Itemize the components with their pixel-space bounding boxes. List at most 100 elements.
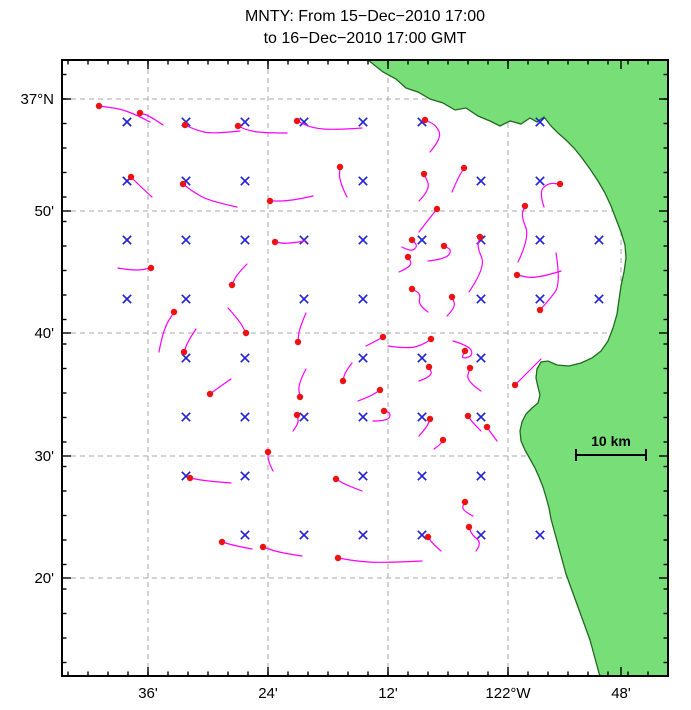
trajectory-end-dot bbox=[334, 554, 342, 562]
y-tick-label: 40' bbox=[34, 325, 54, 342]
trajectory-end-dot bbox=[336, 163, 344, 171]
grid-x-marker bbox=[535, 530, 545, 540]
trajectory-path bbox=[342, 362, 353, 382]
trajectory-path bbox=[372, 410, 391, 422]
trajectory-end-dot bbox=[426, 415, 434, 423]
trajectory-end-dot bbox=[380, 407, 388, 415]
grid-x-marker bbox=[240, 117, 250, 127]
trajectory-end-dot bbox=[234, 122, 242, 130]
trajectory-end-dot bbox=[136, 109, 144, 117]
grid-x-marker bbox=[417, 235, 427, 245]
grid-x-marker bbox=[358, 117, 368, 127]
grid-x-marker bbox=[181, 412, 191, 422]
trajectory-end-dot bbox=[296, 393, 304, 401]
trajectory-end-dot bbox=[461, 498, 469, 506]
trajectory-end-dot bbox=[461, 347, 469, 355]
y-tick-label: 20' bbox=[34, 570, 54, 587]
grid-x-marker bbox=[476, 412, 486, 422]
trajectory-path bbox=[184, 124, 241, 134]
grid-x-marker bbox=[240, 235, 250, 245]
trajectory-end-dot bbox=[179, 180, 187, 188]
y-tick-label: 37°N bbox=[20, 91, 54, 108]
x-tick-label: 24' bbox=[258, 685, 278, 702]
trajectory-path bbox=[418, 208, 438, 233]
x-tick-label: 122°W bbox=[485, 685, 531, 702]
trajectory-path bbox=[401, 239, 417, 251]
grid-x-marker bbox=[122, 294, 132, 304]
grid-x-marker bbox=[181, 235, 191, 245]
trajectory-end-dot bbox=[439, 436, 447, 444]
trajectory-path bbox=[297, 312, 307, 343]
trajectory-end-dot bbox=[483, 423, 491, 431]
trajectory-end-dot bbox=[420, 170, 428, 178]
grid-x-marker bbox=[299, 117, 309, 127]
trajectory-path bbox=[158, 311, 175, 353]
grid-x-marker bbox=[299, 294, 309, 304]
trajectory-path bbox=[298, 368, 307, 398]
trajectory-end-dot bbox=[147, 264, 155, 272]
trajectory-end-dot bbox=[427, 335, 435, 343]
trajectory-end-dot bbox=[293, 411, 301, 419]
grid-x-marker bbox=[358, 176, 368, 186]
trajectory-end-dot bbox=[332, 475, 340, 483]
grid-x-marker bbox=[358, 412, 368, 422]
trajectory-end-dot bbox=[180, 348, 188, 356]
trajectory-path bbox=[296, 120, 363, 130]
grid-x-marker bbox=[417, 412, 427, 422]
trajectory-path bbox=[468, 236, 484, 293]
trajectory-path bbox=[517, 205, 528, 263]
x-tick-label: 12' bbox=[378, 685, 398, 702]
trajectory-path bbox=[231, 263, 248, 286]
trajectory-path bbox=[337, 557, 423, 563]
trajectory-path bbox=[209, 378, 232, 395]
grid-x-marker bbox=[240, 412, 250, 422]
grid-x-marker bbox=[122, 117, 132, 127]
trajectory-end-dot bbox=[95, 102, 103, 110]
trajectory-end-dot bbox=[408, 285, 416, 293]
trajectory-path bbox=[418, 366, 432, 382]
trajectory-path bbox=[424, 119, 441, 153]
trajectory-end-dot bbox=[264, 448, 272, 456]
trajectory-end-dot bbox=[170, 308, 178, 316]
grid-x-marker bbox=[476, 530, 486, 540]
trajectory-end-dot bbox=[425, 363, 433, 371]
trajectory-path bbox=[237, 125, 288, 134]
grid-x-marker bbox=[240, 353, 250, 363]
trajectory-path bbox=[446, 296, 455, 317]
trajectory-path bbox=[539, 252, 559, 311]
grid-x-marker bbox=[594, 294, 604, 304]
trajectory-end-dot bbox=[476, 233, 484, 241]
grid-x-marker bbox=[299, 412, 309, 422]
grid-x-marker bbox=[358, 471, 368, 481]
trajectory-end-dot bbox=[266, 197, 274, 205]
trajectory-end-dot bbox=[294, 338, 302, 346]
trajectory-end-dot bbox=[556, 180, 564, 188]
trajectory-end-dot bbox=[421, 116, 429, 124]
trajectory-path bbox=[452, 340, 473, 359]
grid-x-marker bbox=[181, 353, 191, 363]
scale-bar-label: 10 km bbox=[591, 433, 631, 449]
trajectory-end-dot bbox=[339, 377, 347, 385]
trajectory-path bbox=[427, 536, 442, 552]
grid-x-marker bbox=[417, 353, 427, 363]
grid-x-marker bbox=[417, 471, 427, 481]
trajectory-end-dot bbox=[408, 236, 416, 244]
trajectory-path bbox=[462, 501, 474, 517]
grid-x-marker bbox=[535, 235, 545, 245]
trajectory-path bbox=[365, 336, 384, 347]
trajectory-end-dot bbox=[424, 533, 432, 541]
x-tick-label: 36' bbox=[138, 685, 158, 702]
y-tick-label: 50' bbox=[34, 203, 54, 220]
grid-x-marker bbox=[299, 235, 309, 245]
trajectory-end-dot bbox=[271, 238, 279, 246]
trajectory-end-dot bbox=[536, 306, 544, 314]
grid-x-marker bbox=[358, 294, 368, 304]
trajectory-path bbox=[182, 183, 238, 208]
grid-x-marker bbox=[358, 530, 368, 540]
grid-x-marker bbox=[417, 530, 427, 540]
trajectory-path bbox=[292, 414, 299, 432]
trajectory-end-dot bbox=[440, 242, 448, 250]
grid-x-marker bbox=[122, 235, 132, 245]
trajectory-end-dot bbox=[433, 205, 441, 213]
